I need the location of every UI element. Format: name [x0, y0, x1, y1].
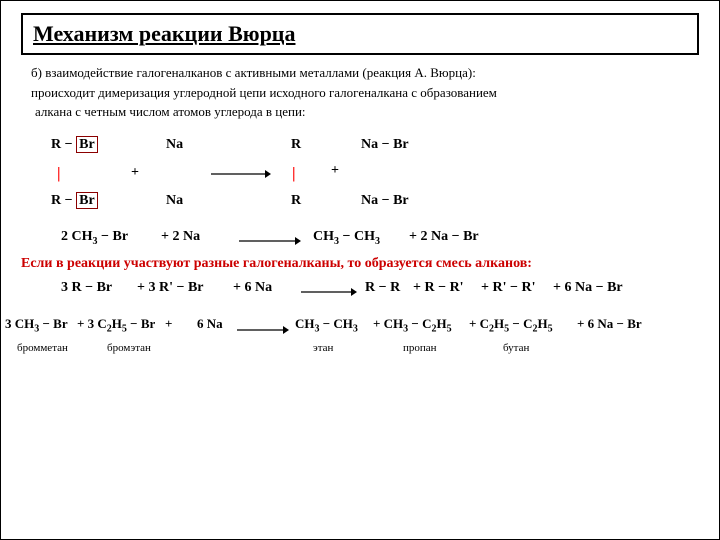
intro-line-3: алкана с четным числом атомов углерода в…: [35, 102, 689, 122]
equation-2: 2 CH3 − Br + 2 Na CH3 − CH3 + 2 Na − Br: [61, 226, 689, 246]
eq2-plusna: + 2 Na: [161, 226, 200, 247]
label-etan: этан: [313, 342, 333, 354]
eq4-c: 6 Na: [197, 316, 223, 332]
label-butan: бутан: [503, 342, 529, 354]
vbar-right: |: [292, 162, 296, 186]
red-statement: Если в реакции участвуют разные галогена…: [21, 256, 699, 272]
arrow-3: [301, 285, 357, 301]
R-bot-left: R − Br: [51, 190, 98, 211]
eq3-g: + 6 Na − Br: [553, 280, 623, 296]
eq3-d: R − R: [365, 280, 400, 296]
R-bot-right: R: [291, 190, 301, 211]
arrow-1: [211, 164, 271, 185]
eq3-c: + 6 Na: [233, 280, 272, 296]
NaBr-bot: Na − Br: [361, 190, 409, 211]
eq2-lhs: 2 CH3 − Br: [61, 226, 128, 249]
label-propan: пропан: [403, 342, 437, 354]
title: Механизм реакции Вюрца: [33, 21, 295, 46]
eq4-a: 3 CH3 − Br: [5, 316, 68, 335]
NaBr-top: Na − Br: [361, 134, 409, 155]
eq2-rhs: CH3 − CH3: [313, 226, 380, 249]
eq3-a: 3 R − Br: [61, 280, 112, 296]
eq4-d: CH3 − CH3: [295, 316, 358, 335]
label-brometan: бромэтан: [107, 342, 151, 354]
arrow-4: [237, 321, 289, 337]
R-top-left: R − Br: [51, 134, 98, 155]
equation-4: 3 CH3 − Br + 3 C2H5 − Br + 6 Na CH3 − CH…: [5, 316, 719, 338]
content: б) взаимодействие галогеналканов с актив…: [1, 63, 719, 246]
vbar-left: |: [57, 162, 61, 186]
title-box: Механизм реакции Вюрца: [21, 13, 699, 55]
eq4-e: + CH3 − C2H5: [373, 316, 452, 335]
Na-top: Na: [166, 134, 183, 155]
plus-right: +: [331, 160, 339, 181]
eq2-nabr: + 2 Na − Br: [409, 226, 479, 247]
Na-bot: Na: [166, 190, 183, 211]
eq3-b: + 3 R' − Br: [137, 280, 204, 296]
plus-left: +: [131, 162, 139, 183]
intro-line-2: происходит димеризация углеродной цепи и…: [31, 83, 689, 103]
R-top-right: R: [291, 134, 301, 155]
equation-3: 3 R − Br + 3 R' − Br + 6 Na R − R + R − …: [61, 280, 719, 302]
eq3-e: + R − R': [413, 280, 464, 296]
eq4-b: + 3 C2H5 − Br: [77, 316, 155, 335]
eq4-plus: +: [165, 316, 172, 332]
reaction-scheme: R − Br | R − Br + Na Na R | R + Na − Br …: [51, 134, 689, 212]
eq4-f: + C2H5 − C2H5: [469, 316, 553, 335]
labels-row: бромметан бромэтан этан пропан бутан: [5, 342, 719, 358]
eq4-g: + 6 Na − Br: [577, 316, 642, 332]
label-brommetan: бромметан: [17, 342, 68, 354]
intro-line-1: б) взаимодействие галогеналканов с актив…: [31, 63, 689, 83]
eq3-f: + R' − R': [481, 280, 535, 296]
arrow-2: [239, 231, 301, 252]
slide-container: Механизм реакции Вюрца б) взаимодействие…: [0, 0, 720, 540]
